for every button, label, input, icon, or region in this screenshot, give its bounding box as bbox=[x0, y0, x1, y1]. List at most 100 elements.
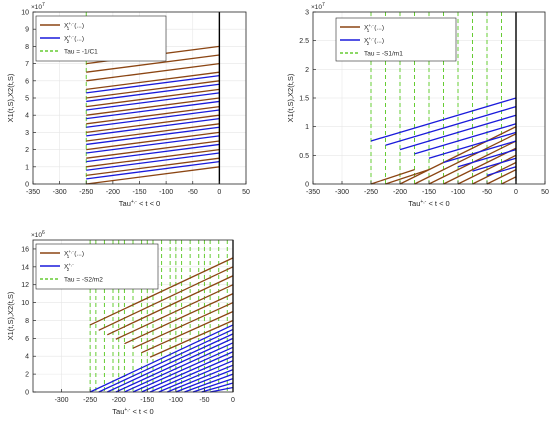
y-tick-label: 0 bbox=[25, 182, 29, 189]
y-tick-label: 16 bbox=[21, 246, 29, 253]
series-segment bbox=[486, 166, 517, 177]
series-segment bbox=[86, 80, 220, 99]
x-tick-label: -300 bbox=[55, 397, 69, 404]
series-segment bbox=[86, 160, 220, 180]
x-axis-label: Tau+,- < t < 0 bbox=[408, 199, 449, 208]
x-tick-label: -200 bbox=[112, 397, 126, 404]
series-segment bbox=[149, 319, 234, 358]
x-tick-label: 0 bbox=[231, 397, 235, 404]
series-segment bbox=[86, 71, 220, 91]
legend-label: X+,-1 (...) bbox=[64, 21, 84, 31]
series-segment bbox=[501, 176, 517, 185]
series-segment bbox=[86, 100, 220, 120]
y-tick-label: 1 bbox=[305, 124, 309, 131]
x-tick-label: -100 bbox=[451, 189, 465, 196]
x-tick-label: -50 bbox=[199, 397, 209, 404]
series-segment bbox=[86, 143, 220, 163]
legend-label: X+,-2 bbox=[64, 262, 74, 272]
y-tick-label: 14 bbox=[21, 264, 29, 271]
series-segment bbox=[115, 337, 234, 393]
series-segment bbox=[86, 74, 220, 94]
x-tick-label: -200 bbox=[393, 189, 407, 196]
y-tick-label: 6 bbox=[25, 336, 29, 343]
series-segment bbox=[86, 92, 220, 111]
y-tick-label: 2 bbox=[305, 67, 309, 74]
series-segment bbox=[201, 382, 234, 393]
y-tick-label: 0 bbox=[305, 182, 309, 189]
y-tick-label: 4 bbox=[25, 113, 29, 120]
y-exponent-label: ×106 bbox=[31, 230, 45, 239]
y-tick-label: 9 bbox=[25, 27, 29, 34]
y-tick-label: 2 bbox=[25, 372, 29, 379]
series-segment bbox=[86, 83, 220, 103]
x-tick-label: 50 bbox=[541, 189, 549, 196]
series-segment bbox=[86, 135, 220, 154]
y-axis-label: X1(t,S),X2(t,S) bbox=[286, 73, 295, 122]
series-segment bbox=[141, 351, 234, 393]
x-tick-label: 0 bbox=[514, 189, 518, 196]
series-segment bbox=[86, 54, 220, 73]
series-segment bbox=[414, 123, 517, 155]
x-tick-label: 50 bbox=[242, 189, 250, 196]
series-1 bbox=[89, 257, 234, 358]
legend-label: Tau = -S2/m2 bbox=[64, 277, 103, 284]
x-axis-label: Tau+,- < t < 0 bbox=[112, 407, 153, 416]
series-2 bbox=[370, 97, 517, 177]
x-tick-label: -300 bbox=[53, 189, 67, 196]
series-segment bbox=[86, 123, 220, 142]
series-segment bbox=[192, 377, 234, 393]
axes-box bbox=[32, 239, 234, 393]
series-segment bbox=[86, 148, 220, 168]
y-tick-label: 2.5 bbox=[299, 38, 309, 45]
series-segment bbox=[141, 310, 234, 354]
y-tick-label: 1 bbox=[25, 164, 29, 171]
series-segment bbox=[124, 342, 234, 393]
series-segment bbox=[457, 148, 517, 168]
series-segment bbox=[86, 114, 220, 134]
legend-label: Tau = -1/C1 bbox=[64, 49, 98, 56]
x-tick-label: -350 bbox=[306, 189, 320, 196]
chart-3: -300 -250 -200 -150 -100 -50 0 0 2 4 6 8 10 12 14 16×10… bbox=[6, 230, 235, 416]
x-tick-label: -350 bbox=[26, 189, 40, 196]
y-tick-label: 8 bbox=[25, 318, 29, 325]
y-exponent-label: ×107 bbox=[311, 2, 325, 11]
series-segment bbox=[486, 169, 517, 185]
chart-2: -350 -300 -250 -200 -150 -100 -50 0 50 0 0.5 1 1.5 2 2… bbox=[286, 2, 549, 208]
series-segment bbox=[86, 88, 220, 108]
series-segment bbox=[86, 97, 220, 116]
y-tick-label: 8 bbox=[25, 44, 29, 51]
series-segment bbox=[132, 301, 234, 349]
y-tick-label: 0.5 bbox=[299, 153, 309, 160]
series-segment bbox=[98, 328, 234, 393]
series-segment bbox=[86, 126, 220, 146]
y-tick-label: 12 bbox=[21, 282, 29, 289]
series-segment bbox=[472, 157, 517, 172]
series-segment bbox=[86, 62, 220, 82]
series-segment bbox=[210, 386, 234, 393]
series-segment bbox=[175, 369, 234, 393]
y-tick-label: 2 bbox=[25, 147, 29, 154]
y-tick-label: 4 bbox=[25, 354, 29, 361]
series-segment bbox=[399, 114, 517, 151]
y-tick-label: 6 bbox=[25, 78, 29, 85]
x-tick-label: -50 bbox=[482, 189, 492, 196]
series-segment bbox=[443, 147, 517, 185]
y-tick-label: 10 bbox=[21, 10, 29, 17]
y-tick-label: 5 bbox=[25, 96, 29, 103]
y-tick-label: 1.5 bbox=[299, 96, 309, 103]
x-tick-label: -150 bbox=[140, 397, 154, 404]
x-tick-label: -250 bbox=[79, 189, 93, 196]
series-segment bbox=[457, 154, 517, 185]
series-segment bbox=[107, 275, 234, 336]
series-segment bbox=[370, 169, 415, 185]
x-tick-label: -200 bbox=[106, 189, 120, 196]
series-segment bbox=[167, 364, 234, 393]
legend: X+,-1 (...) X+,-2 (...) Tau = -S1/m1 bbox=[335, 17, 457, 62]
series-segment bbox=[443, 140, 517, 164]
legend-label: X+,-2 (...) bbox=[364, 36, 384, 46]
series-segment bbox=[86, 105, 220, 125]
series-segment bbox=[86, 140, 220, 159]
series-segment bbox=[86, 117, 220, 137]
